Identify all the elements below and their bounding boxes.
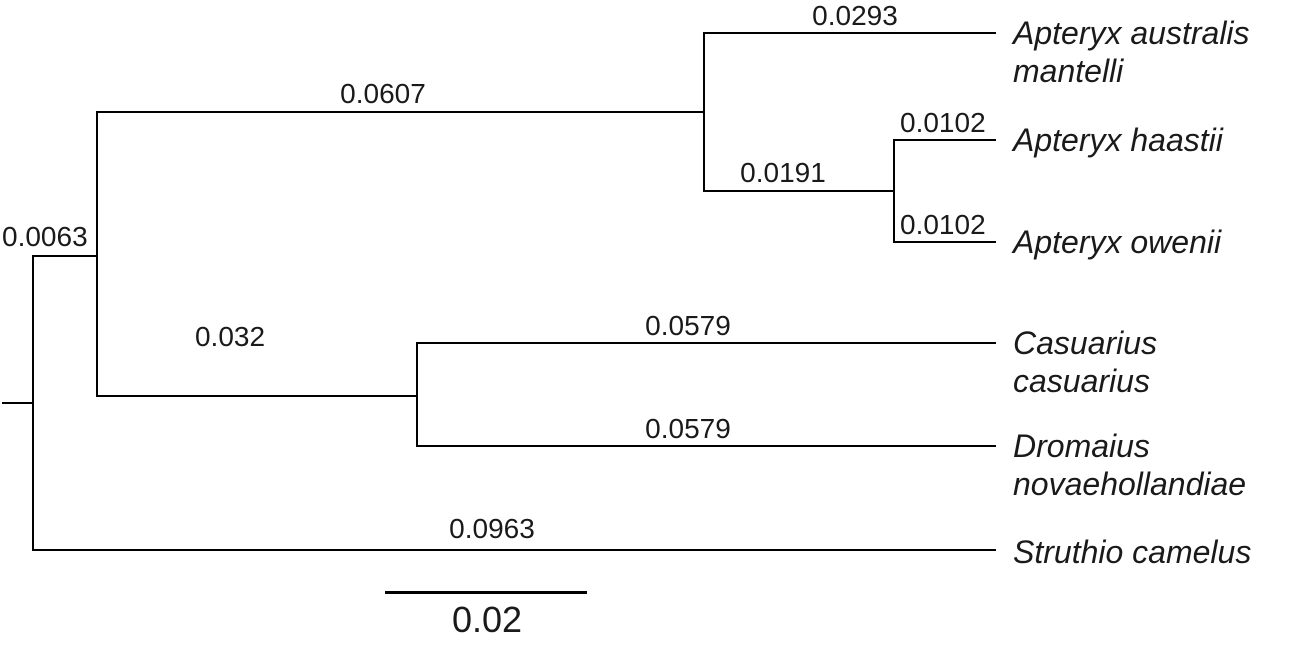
branch-length-label-kiwi-cassowary-emu-stem: 0.0063 [2, 221, 88, 252]
branch-line-kiwi-cassowary-emu-clade [32, 255, 98, 257]
branch-line-cassowary-emu-clade [96, 395, 418, 397]
taxon-name-line: Struthio camelus [1013, 534, 1252, 570]
branch-length-label-haastii: 0.0102 [900, 107, 986, 138]
taxon-name-line: mantelli [1013, 53, 1124, 89]
branch-line-haastii-owenii-clade [703, 190, 895, 192]
connector-cassowary-emu-node [416, 342, 418, 447]
branch-line-apteryx-haastii [893, 139, 996, 141]
taxon-label-apteryx-haastii: Apteryx haastii [1013, 121, 1223, 159]
taxon-label-struthio-camelus: Struthio camelus [1013, 533, 1251, 571]
connector-apteryx-node [703, 32, 705, 192]
scale-bar-line [385, 591, 587, 594]
taxon-label-apteryx-owenii: Apteryx owenii [1013, 223, 1221, 261]
taxon-name-line: casuarius [1013, 363, 1150, 399]
scale-bar-label: 0.02 [451, 599, 523, 640]
connector-haastii-owenii-node [893, 139, 895, 243]
taxon-name-line: Dromaius [1013, 428, 1150, 464]
connector-root-node [32, 255, 34, 551]
branch-line-apteryx-owenii [893, 241, 996, 243]
taxon-label-dromaius-novaehollandiae: Dromaius novaehollandiae [1013, 427, 1246, 503]
connector-kiwi-cassowary-emu-node [96, 111, 98, 397]
branch-line-apteryx-australis-mantelli [703, 32, 996, 34]
taxon-name-line: Casuarius [1013, 325, 1158, 361]
root-stub-branch-line [2, 402, 32, 404]
taxon-name-line: Apteryx australis [1013, 15, 1250, 51]
taxon-name-line: Apteryx owenii [1013, 224, 1222, 260]
branch-length-label-cassowary-emu-stem: 0.032 [194, 321, 266, 352]
branch-length-label-dromaius: 0.0579 [645, 413, 731, 444]
branch-line-dromaius-novaehollandiae [416, 445, 996, 447]
taxon-name-line: novaehollandiae [1013, 466, 1247, 502]
taxon-label-apteryx-australis-mantelli: Apteryx australis mantelli [1013, 14, 1250, 90]
taxon-name-line: Apteryx haastii [1013, 122, 1223, 158]
branch-line-apteryx-clade [96, 111, 705, 113]
branch-length-label-casuarius: 0.0579 [645, 310, 731, 341]
taxon-label-casuarius-casuarius: Casuarius casuarius [1013, 324, 1157, 400]
branch-length-label-apteryx-stem: 0.0607 [340, 78, 426, 109]
branch-line-casuarius-casuarius [416, 342, 996, 344]
branch-length-label-australis: 0.0293 [812, 0, 898, 31]
branch-length-label-owenii: 0.0102 [900, 209, 986, 240]
branch-line-struthio-camelus [32, 549, 996, 551]
branch-length-label-haastii-owenii-stem: 0.0191 [740, 157, 826, 188]
branch-length-label-struthio: 0.0963 [449, 513, 535, 544]
